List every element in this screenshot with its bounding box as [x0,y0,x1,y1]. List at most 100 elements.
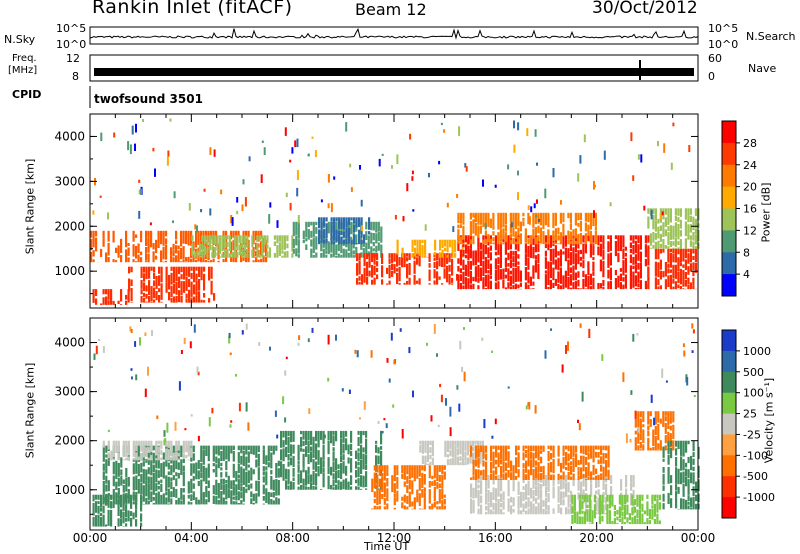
heat-cell [677,440,680,450]
heat-speckle [464,163,467,168]
heat-cell [272,445,275,455]
heat-cell [426,463,429,466]
heat-cell [599,259,602,272]
heat-cell [406,465,409,475]
heat-cell [182,465,185,472]
heat-cell [497,264,500,281]
heat-cell [499,242,502,245]
heat-cell [340,217,343,230]
heat-cell [540,484,543,490]
heat-cell [227,475,230,489]
heat-cell [246,249,249,254]
heat-cell [421,472,424,488]
heat-cell [581,501,584,510]
heat-cell [610,485,613,498]
heat-cell [97,494,100,500]
heat-cell [235,230,238,248]
heat-cell [449,440,452,450]
heat-cell [110,289,113,305]
heat-cell [557,251,560,256]
heat-cell [342,430,345,443]
heat-cell [381,473,384,477]
heat-cell [662,467,665,473]
heat-cell [677,468,680,475]
heat-cell [520,491,523,508]
heat-cell [92,230,95,248]
heat-cell [634,437,637,451]
heat-cell [585,479,588,480]
heat-cell [200,257,203,263]
heat-cell [567,508,570,514]
heat-cell [641,494,644,501]
heat-cell [128,266,131,274]
heat-cell [562,275,565,290]
heat-cell [147,483,150,500]
heat-cell [128,278,131,292]
heat-cell [479,250,482,267]
heat-cell [95,230,98,237]
heat-cell [559,285,562,290]
heat-cell [281,250,284,254]
heat-cell [634,235,637,240]
heat-cell [143,273,146,282]
heat-cell [522,503,525,513]
heat-cell [624,274,627,289]
heat-cell [446,454,449,458]
heat-cell [634,275,637,287]
heat-cell [245,488,248,493]
heat-cell [514,212,517,230]
heat-cell [155,255,158,260]
heat-cell [287,454,290,461]
colorbar-segment [722,455,736,477]
heat-cell [307,441,310,453]
heat-cell [597,497,600,515]
heat-cell [646,501,649,516]
heat-cell [433,487,436,502]
heat-cell [622,284,625,290]
heat-speckle [269,202,272,208]
heat-cell [618,494,621,505]
heat-cell [436,465,439,482]
heat-cell [310,474,313,483]
heat-cell [150,476,153,491]
heat-cell [378,465,381,476]
heat-cell [482,212,485,228]
heat-speckle [583,134,586,143]
heat-cell [340,236,343,245]
heat-cell [647,257,650,266]
heat-cell [643,510,646,515]
heat-cell [449,450,452,457]
heat-cell [457,258,460,264]
freq-tick-bottom: 8 [72,70,79,83]
heat-cell [358,260,361,275]
heat-cell [342,443,345,454]
heat-cell [183,281,186,293]
heat-cell [537,253,540,264]
heat-cell [381,465,384,472]
heat-speckle [190,414,193,417]
heat-cell [459,249,462,266]
heat-cell [428,283,431,285]
heat-cell [647,266,650,278]
heat-cell [386,488,389,502]
heat-cell [692,458,695,465]
heat-cell [667,411,670,426]
heat-cell [446,440,449,453]
nsky-trace [89,27,699,40]
heat-cell [173,266,176,284]
heat-cell [418,278,421,285]
heat-cell [262,484,265,495]
heat-cell [504,212,507,225]
heat-cell [617,235,620,252]
heat-cell [125,230,128,248]
heat-cell [595,468,598,475]
heat-cell [687,495,690,502]
heat-cell [255,250,258,257]
heat-cell [522,212,525,217]
heat-cell [690,508,693,510]
heat-cell [112,230,115,243]
heat-cell [564,247,567,262]
heat-cell [462,249,465,257]
heat-speckle [348,389,351,394]
heat-cell [487,212,490,227]
